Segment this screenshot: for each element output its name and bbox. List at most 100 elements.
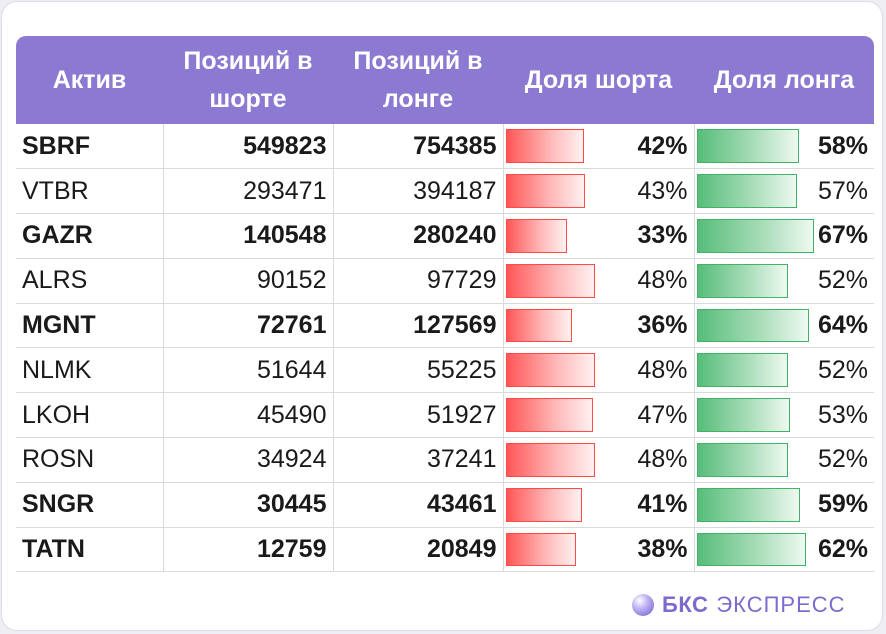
long-share-cell: 67% bbox=[694, 213, 874, 259]
table-row: VTBR 293471 394187 43% 57% bbox=[16, 168, 874, 215]
short-positions-cell: 90152 bbox=[163, 258, 334, 304]
long-positions-cell: 20849 bbox=[333, 527, 504, 573]
asset-cell: SBRF bbox=[16, 124, 164, 170]
short-share-percent: 48% bbox=[637, 445, 688, 474]
long-share-bar bbox=[696, 353, 789, 388]
short-share-cell: 33% bbox=[503, 213, 695, 259]
short-positions-cell: 45490 bbox=[163, 392, 334, 439]
short-positions-cell: 34924 bbox=[163, 437, 334, 483]
long-share-percent: 52% bbox=[817, 355, 868, 384]
short-share-percent: 38% bbox=[637, 535, 688, 564]
asset-cell: MGNT bbox=[16, 303, 164, 349]
short-share-bar bbox=[505, 308, 573, 343]
short-share-cell: 43% bbox=[503, 168, 695, 215]
table-row: MGNT 72761 127569 36% 64% bbox=[16, 303, 874, 349]
long-share-bar bbox=[696, 129, 799, 164]
table-body: SBRF 549823 754385 42% 58% VTBR 293471 394187 43… bbox=[16, 124, 874, 573]
short-share-percent: 41% bbox=[637, 490, 688, 519]
table-header: Актив Позиций в шорте Позиций в лонге До… bbox=[16, 36, 874, 124]
brand-logo: БКС ЭКСПРЕСС bbox=[632, 592, 846, 618]
table-row: NLMK 51644 55225 48% 52% bbox=[16, 347, 874, 394]
table-row: ALRS 90152 97729 48% 52% bbox=[16, 258, 874, 304]
short-share-percent: 48% bbox=[637, 266, 688, 295]
table-row: LKOH 45490 51927 47% 53% bbox=[16, 392, 874, 439]
long-positions-cell: 37241 bbox=[333, 437, 504, 483]
short-share-percent: 36% bbox=[637, 311, 688, 340]
long-share-percent: 52% bbox=[817, 445, 868, 474]
long-share-cell: 59% bbox=[694, 482, 874, 528]
long-share-cell: 52% bbox=[694, 437, 874, 483]
long-share-cell: 52% bbox=[694, 258, 874, 304]
short-share-bar bbox=[505, 443, 595, 477]
header-long-positions: Позиций в лонге bbox=[333, 36, 503, 124]
asset-cell: LKOH bbox=[16, 392, 164, 439]
short-positions-cell: 549823 bbox=[163, 124, 334, 170]
long-positions-cell: 43461 bbox=[333, 482, 504, 528]
table-row: SNGR 30445 43461 41% 59% bbox=[16, 482, 874, 528]
short-positions-cell: 293471 bbox=[163, 168, 334, 215]
short-share-percent: 48% bbox=[637, 355, 688, 384]
long-share-percent: 67% bbox=[817, 221, 868, 250]
long-share-cell: 64% bbox=[694, 303, 874, 349]
short-positions-cell: 51644 bbox=[163, 347, 334, 394]
short-share-cell: 47% bbox=[503, 392, 695, 439]
table-row: TATN 12759 20849 38% 62% bbox=[16, 527, 874, 573]
long-share-cell: 52% bbox=[694, 347, 874, 394]
short-share-percent: 42% bbox=[637, 131, 688, 160]
short-positions-cell: 140548 bbox=[163, 213, 334, 259]
brand-name-light: ЭКСПРЕСС bbox=[716, 592, 846, 617]
table-row: GAZR 140548 280240 33% 67% bbox=[16, 213, 874, 259]
long-share-bar bbox=[696, 219, 815, 253]
short-positions-cell: 72761 bbox=[163, 303, 334, 349]
table-row: SBRF 549823 754385 42% 58% bbox=[16, 124, 874, 170]
short-share-bar bbox=[505, 263, 595, 298]
short-share-cell: 48% bbox=[503, 347, 695, 394]
long-share-percent: 64% bbox=[817, 311, 868, 340]
long-share-bar bbox=[696, 174, 797, 209]
long-positions-cell: 280240 bbox=[333, 213, 504, 259]
long-share-percent: 52% bbox=[817, 266, 868, 295]
long-positions-cell: 55225 bbox=[333, 347, 504, 394]
asset-cell: GAZR bbox=[16, 213, 164, 259]
long-positions-cell: 97729 bbox=[333, 258, 504, 304]
short-share-bar bbox=[505, 174, 586, 209]
long-share-cell: 57% bbox=[694, 168, 874, 215]
positions-table: Актив Позиций в шорте Позиций в лонге До… bbox=[16, 36, 874, 573]
long-share-percent: 62% bbox=[817, 535, 868, 564]
long-share-bar bbox=[696, 263, 789, 298]
long-share-percent: 57% bbox=[817, 176, 868, 205]
asset-cell: NLMK bbox=[16, 347, 164, 394]
header-asset: Актив bbox=[16, 36, 163, 124]
short-positions-cell: 12759 bbox=[163, 527, 334, 573]
short-share-bar bbox=[505, 398, 593, 433]
long-share-bar bbox=[696, 532, 806, 567]
table-row: ROSN 34924 37241 48% 52% bbox=[16, 437, 874, 483]
short-share-bar bbox=[505, 532, 577, 567]
brand-name-bold: БКС bbox=[662, 592, 709, 617]
long-share-percent: 58% bbox=[817, 131, 868, 160]
short-share-cell: 42% bbox=[503, 124, 695, 170]
asset-cell: ALRS bbox=[16, 258, 164, 304]
asset-cell: TATN bbox=[16, 527, 164, 573]
long-positions-cell: 127569 bbox=[333, 303, 504, 349]
bks-sphere-logo-icon bbox=[632, 594, 654, 616]
long-share-bar bbox=[696, 443, 789, 477]
long-share-bar bbox=[696, 487, 801, 522]
short-share-bar bbox=[505, 487, 582, 522]
short-share-percent: 33% bbox=[637, 221, 688, 250]
short-share-bar bbox=[505, 219, 567, 253]
long-share-bar bbox=[696, 308, 810, 343]
short-share-cell: 48% bbox=[503, 437, 695, 483]
short-share-cell: 36% bbox=[503, 303, 695, 349]
long-share-bar bbox=[696, 398, 790, 433]
long-share-cell: 62% bbox=[694, 527, 874, 573]
short-share-bar bbox=[505, 129, 584, 164]
short-share-cell: 48% bbox=[503, 258, 695, 304]
short-share-bar bbox=[505, 353, 595, 388]
long-share-percent: 53% bbox=[817, 400, 868, 429]
short-share-cell: 41% bbox=[503, 482, 695, 528]
asset-cell: SNGR bbox=[16, 482, 164, 528]
header-short-share: Доля шорта bbox=[503, 36, 694, 124]
header-short-positions: Позиций в шорте bbox=[163, 36, 333, 124]
short-positions-cell: 30445 bbox=[163, 482, 334, 528]
